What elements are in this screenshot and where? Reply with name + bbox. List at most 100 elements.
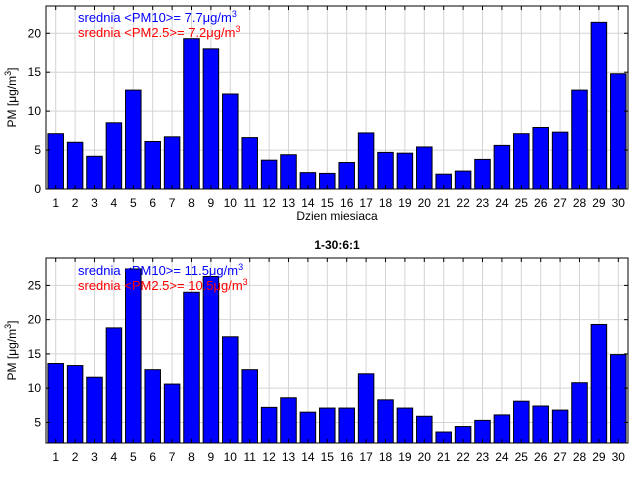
- bar-day-20: [416, 415, 433, 444]
- x-tick-label: 26: [534, 196, 548, 210]
- bar-day-12: [260, 159, 278, 190]
- x-tick-label: 24: [495, 450, 509, 464]
- x-tick-label: 13: [282, 450, 296, 464]
- x-tick-label: 12: [262, 450, 276, 464]
- bar-day-10: [222, 93, 239, 190]
- x-tick-label: 4: [111, 196, 118, 210]
- bar-day-11: [241, 369, 258, 444]
- bar-day-11: [241, 137, 258, 190]
- x-tick-label: 21: [437, 450, 451, 464]
- bar-day-18: [377, 399, 394, 444]
- x-tick-label: 11: [243, 450, 256, 464]
- x-tick-label: 3: [91, 196, 98, 210]
- x-tick-label: 16: [340, 196, 354, 210]
- bar-day-23: [474, 158, 491, 190]
- bar-day-12: [260, 406, 278, 444]
- x-tick-label: 19: [398, 450, 412, 464]
- x-tick-label: 29: [592, 450, 606, 464]
- x-tick-label: 28: [573, 450, 587, 464]
- bar-day-19: [396, 152, 414, 190]
- y-tick-label: 15: [28, 347, 42, 361]
- bar-day-16: [338, 407, 355, 444]
- x-tick-label: 14: [301, 196, 315, 210]
- bar-day-25: [513, 133, 530, 190]
- bar-day-10: [222, 336, 239, 444]
- y-tick-label: 10: [28, 381, 42, 395]
- x-tick-label: 14: [301, 450, 315, 464]
- x-tick-label: 10: [224, 196, 238, 210]
- x-tick-label: 26: [534, 450, 548, 464]
- x-tick-label: 23: [476, 450, 490, 464]
- axes-box: [45, 257, 629, 444]
- y-axis-label: PM [μg/m3]: [3, 68, 19, 128]
- bar-day-24: [493, 414, 511, 444]
- plot-area: [46, 6, 628, 189]
- x-tick-label: 22: [456, 450, 470, 464]
- bar-day-20: [416, 146, 433, 190]
- x-tick-label: 30: [612, 196, 626, 210]
- x-tick-label: 11: [243, 196, 256, 210]
- y-tick-label: 0: [34, 182, 41, 196]
- x-tick-label: 9: [208, 196, 215, 210]
- x-tick-label: 28: [573, 196, 587, 210]
- bar-day-5: [125, 268, 142, 444]
- x-tick-label: 7: [169, 196, 176, 210]
- bar-day-9: [202, 276, 220, 444]
- x-tick-label: 29: [592, 196, 606, 210]
- bar-day-27: [551, 131, 569, 190]
- bar-day-30: [610, 73, 627, 190]
- bar-day-7: [163, 383, 181, 444]
- bar-day-9: [202, 48, 220, 190]
- x-tick-label: 8: [188, 450, 195, 464]
- bar-day-25: [513, 400, 530, 444]
- x-tick-label: 18: [379, 196, 393, 210]
- bar-day-3: [86, 155, 103, 190]
- x-tick-label: 20: [418, 196, 432, 210]
- bar-day-15: [319, 407, 336, 444]
- x-tick-label: 30: [612, 450, 626, 464]
- bar-day-30: [610, 354, 627, 444]
- x-tick-label: 19: [398, 196, 412, 210]
- bar-day-2: [66, 141, 84, 190]
- x-tick-label: 1: [52, 450, 59, 464]
- x-tick-label: 18: [379, 450, 393, 464]
- x-tick-label: 23: [476, 196, 490, 210]
- bar-day-7: [163, 136, 181, 190]
- bar-day-3: [86, 376, 103, 444]
- bar-day-1: [47, 363, 64, 444]
- x-axis-label: Dzien miesiaca: [296, 209, 378, 223]
- bar-day-28: [571, 382, 588, 444]
- x-tick-label: 17: [359, 450, 373, 464]
- x-tick-label: 2: [72, 196, 79, 210]
- x-tick-label: 2: [72, 450, 79, 464]
- y-tick-label: 25: [28, 278, 42, 292]
- x-tick-label: 3: [91, 450, 98, 464]
- x-tick-label: 6: [149, 450, 156, 464]
- x-tick-label: 20: [418, 450, 432, 464]
- y-tick-label: 15: [28, 65, 42, 79]
- bar-day-8: [183, 291, 200, 444]
- x-tick-label: 1: [52, 196, 59, 210]
- y-tick-label: 20: [28, 26, 42, 40]
- chart-title: 1-30:6:1: [314, 238, 360, 252]
- x-tick-label: 15: [321, 450, 335, 464]
- bar-day-13: [280, 154, 297, 190]
- bar-day-14: [299, 411, 317, 444]
- x-tick-label: 24: [495, 196, 509, 210]
- annotation-pm25: srednia <PM2.5>= 10.5μg/m3: [78, 277, 248, 293]
- bar-day-29: [590, 21, 608, 190]
- x-tick-label: 4: [111, 450, 118, 464]
- x-tick-label: 7: [169, 450, 176, 464]
- bar-day-24: [493, 144, 511, 190]
- x-tick-label: 16: [340, 450, 354, 464]
- x-tick-label: 9: [208, 450, 215, 464]
- x-tick-label: 5: [130, 450, 137, 464]
- bar-day-4: [105, 122, 123, 190]
- annotation-pm10: srednia <PM10>= 7.7μg/m3: [78, 9, 237, 25]
- x-tick-label: 13: [282, 196, 296, 210]
- y-tick-label: 20: [28, 313, 42, 327]
- bar-day-8: [183, 38, 200, 190]
